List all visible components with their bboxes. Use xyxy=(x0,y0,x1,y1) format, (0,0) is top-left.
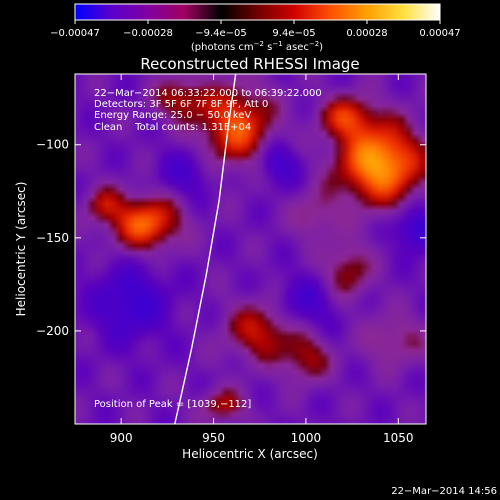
colorbar-gradient xyxy=(75,4,440,20)
y-tick-label: −150 xyxy=(36,231,69,245)
y-axis-label: Heliocentric Y (arcsec) xyxy=(14,182,28,317)
info-line-detectors: Detectors: 3F 5F 6F 7F 8F 9F, Att 0 xyxy=(94,99,268,110)
colorbar-tick-labels: −0.00047 −0.00028 −9.4e−05 9.4e−05 0.00028 0.… xyxy=(50,28,461,39)
colorbar-frame xyxy=(74,3,441,21)
heatmap-image xyxy=(75,74,426,424)
colorbar-tick-label: 9.4e−05 xyxy=(272,28,315,39)
colorbar-tick-label: 0.00028 xyxy=(346,28,387,39)
chart-title: Reconstructed RHESSI Image xyxy=(140,55,359,73)
x-axis-ticks: 900 950 1000 1050 xyxy=(110,74,414,445)
colorbar-ticks xyxy=(74,20,441,24)
y-axis-ticks: −100 −150 −200 xyxy=(36,138,426,338)
info-line-energy: Energy Range: 25.0 − 50.0 keV xyxy=(94,110,251,121)
colorbar-tick-label: −9.4e−05 xyxy=(195,28,247,39)
peak-position-text: Position of Peak = [1039,−112] xyxy=(94,399,251,410)
colorbar-unit-label: (photons cm−2 s−1 asec−2) xyxy=(191,40,323,53)
info-line-time: 22−Mar−2014 06:33:22.000 to 06:39:22.000 xyxy=(94,88,322,99)
footer-timestamp: 22−Mar−2014 14:56 xyxy=(391,486,497,497)
x-tick-label: 950 xyxy=(202,431,225,445)
x-tick-label: 900 xyxy=(110,431,133,445)
y-tick-label: −200 xyxy=(36,324,69,338)
solar-limb-curve xyxy=(174,73,237,425)
colorbar-tick-label: −0.00028 xyxy=(123,28,173,39)
x-axis-label: Heliocentric X (arcsec) xyxy=(182,447,318,461)
colorbar: −0.00047 −0.00028 −9.4e−05 9.4e−05 0.00028 0.… xyxy=(50,3,461,53)
x-tick-label: 1000 xyxy=(291,431,322,445)
colorbar-tick-label: 0.00047 xyxy=(419,28,460,39)
colorbar-tick-label: −0.00047 xyxy=(50,28,100,39)
x-tick-label: 1050 xyxy=(383,431,414,445)
info-line-clean: Clean Total counts: 1.31E+04 xyxy=(94,122,251,133)
observation-info: 22−Mar−2014 06:33:22.000 to 06:39:22.000… xyxy=(94,88,322,133)
y-tick-label: −100 xyxy=(36,138,69,152)
plot-frame xyxy=(74,73,427,425)
